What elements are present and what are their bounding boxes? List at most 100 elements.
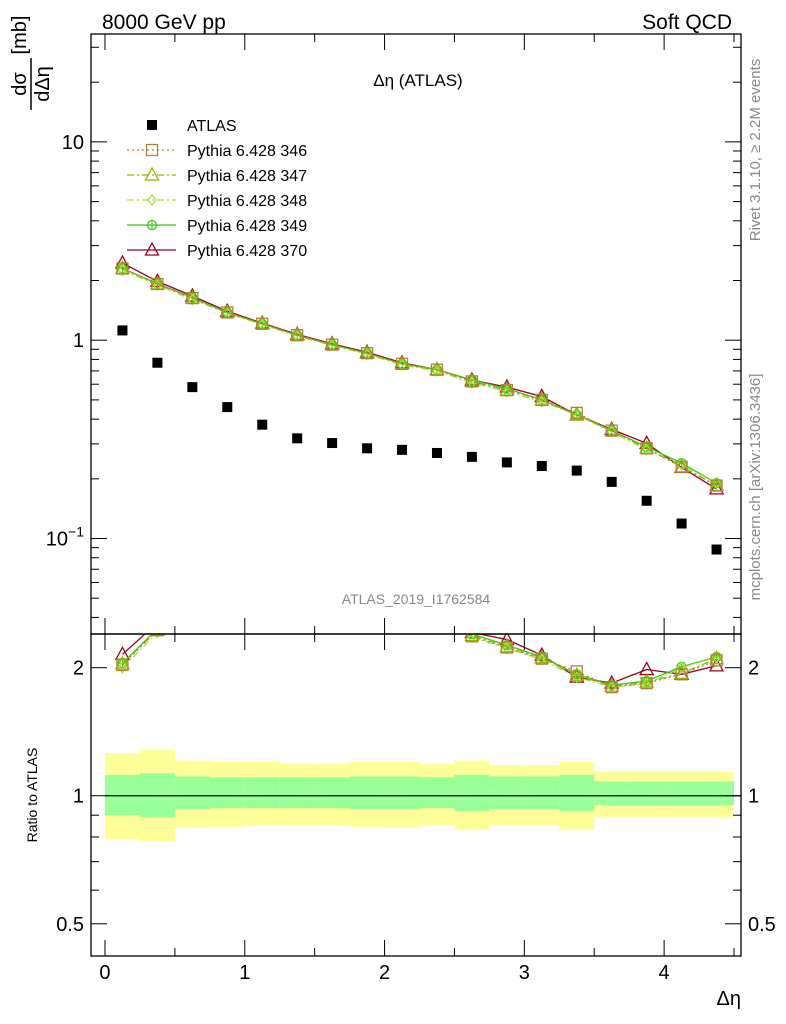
point-p346-4 [256,317,269,330]
ratio-point-p347-14 [604,677,620,692]
point-p346-3 [221,306,234,319]
legend-label-p349: Pythia 6.428 349 [187,218,307,235]
ratio-point-p346-3 [222,587,233,598]
ratio-point-p370-4 [256,571,269,583]
ratio-point-p349-3-cross [223,588,232,597]
ratio-point-p349-4 [258,576,267,585]
point-ATLAS-6 [327,438,338,449]
ratio-point-p348-4 [258,576,266,586]
x-tick-label-4: 4 [659,962,670,984]
point-p346-1 [151,277,164,291]
point-p346-2 [186,291,199,305]
ratio-panel: 0.5 0.5 1 1 2 2 0 1 2 3 4 Ratio to ATLAS Δη [24,565,776,1010]
point-p348-12 [536,395,547,408]
band-inner-12 [524,776,560,810]
header-right: Soft QCD [642,11,732,34]
point-ATLAS-17 [711,544,722,555]
series-line-p347 [122,267,717,487]
point-ATLAS-2 [187,382,198,393]
legend: ATLAS Pythia 6.428 346 Pythia 6.428 347 Pyt… [127,118,307,260]
ratio-point-p347-12 [534,649,550,664]
point-p348-9 [432,364,442,377]
band-inner-4 [244,777,280,809]
ratio-point-p370-2 [186,592,199,604]
point-p346-7 [360,347,374,360]
point-ATLAS-10 [466,451,477,462]
point-ATLAS-0 [117,325,128,336]
point-ATLAS-13 [571,465,582,476]
y-axis-title: dσ dΔη [9,58,54,110]
point-p346-8 [395,357,409,370]
point-ATLAS-8 [397,444,408,455]
ratio-point-p347-11 [499,638,515,653]
point-p346-16 [675,460,688,473]
main-y-tick-label-0: 10−1 [46,524,84,551]
ratio-point-p349-6 [328,582,337,591]
ratio-point-p370-9 [430,609,443,621]
main-series-group [114,254,725,555]
ratio-point-p346-9 [431,614,442,625]
ratio-point-p349-1-cross [153,624,162,633]
ratio-point-p348-6 [328,582,336,592]
ratio-point-p348-16 [676,661,687,674]
ratio-point-p347-8 [396,605,409,617]
ratio-point-p347-9 [430,612,443,624]
point-p348-16 [676,458,687,471]
point-ATLAS-5 [292,433,303,444]
ratio-point-p346-10 [465,634,479,643]
ratio-point-p349-2 [188,601,197,610]
ratio-point-p346-14 [605,680,618,694]
ratio-y-tick-label-right-1: 1 [748,786,759,808]
legend-label-ATLAS: ATLAS [187,118,237,135]
ratio-point-p349-8 [398,608,407,617]
ratio-point-p348-2 [188,601,196,611]
ratio-point-p370-5 [291,565,304,577]
point-p346-10 [465,375,479,388]
ratio-point-p346-5 [292,570,303,581]
x-tick-label-2: 2 [379,962,390,984]
ratio-point-p348-8 [398,607,406,617]
y-axis-unit: [mb] [9,16,31,55]
ratio-marks [104,565,741,842]
band-inner-0 [104,774,140,816]
band-inner-13 [559,774,595,812]
ratio-point-p348-0 [117,661,128,674]
ratio-point-p370-6 [326,577,339,589]
point-ATLAS-11 [501,457,512,468]
band-inner-8 [384,776,420,810]
ratio-point-p346-11 [500,641,514,654]
series-line-p349 [122,267,717,484]
main-panel: 10−1 1 10 Δη (ATLAS) ATLAS Pythia 6.428 346… [9,16,742,635]
ratio-point-p349-9 [432,615,441,624]
legend-marker-ATLAS [147,120,157,130]
legend-marker-p348 [147,193,157,207]
ratio-point-p349-5-cross [293,571,302,580]
ratio-point-p349-9-cross [432,615,441,624]
band-inner-15 [629,781,665,806]
point-p346-0 [116,262,129,275]
y-axis-title-num: dσ [9,72,31,96]
ratio-point-p346-12 [535,652,548,665]
point-p346-17 [710,479,723,492]
y-axis-title-den: dΔη [32,66,54,102]
ratio-point-p346-15 [640,676,653,690]
point-p346-13 [570,406,583,420]
ratio-point-p349-3 [223,588,232,597]
ratio-point-p349-5 [293,571,302,580]
ratio-y-tick-label-right-0: 0.5 [748,914,776,936]
point-p346-15 [640,442,653,455]
ratio-y-axis-title: Ratio to ATLAS [24,748,40,843]
side-text-bottom: mcplots.cern.ch [arXiv:1306.3436] [747,374,764,601]
ratio-point-p346-8 [397,607,408,618]
ratio-point-p349-4-cross [258,576,267,585]
x-tick-label-3: 3 [519,962,530,984]
legend-label-p346: Pythia 6.428 346 [187,143,307,160]
analysis-id: ATLAS_2019_I1762584 [342,591,491,607]
series-line-p348 [122,269,717,484]
x-tick-label-1: 1 [239,962,250,984]
band-inner-3 [209,777,245,809]
ratio-point-p347-4 [256,574,269,586]
ratio-point-p347-6 [326,580,339,592]
band-inner-16 [664,781,700,806]
